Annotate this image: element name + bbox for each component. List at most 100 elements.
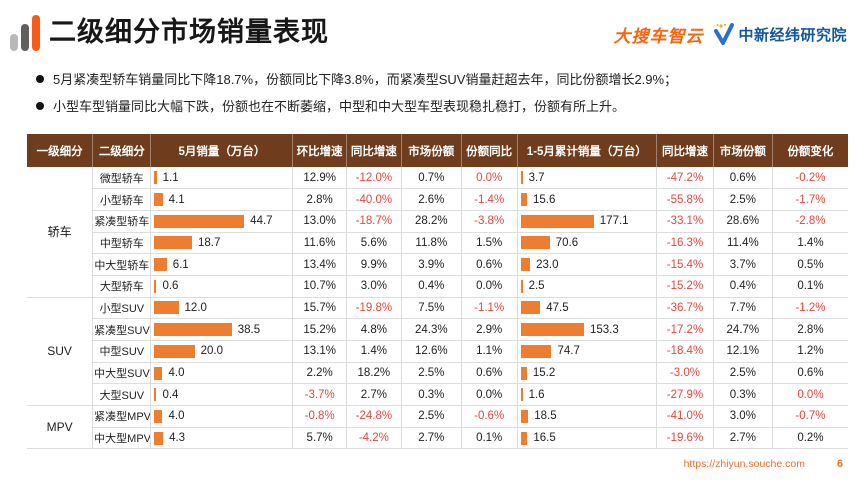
cumulative-sales-cell: 3.7 [517,167,658,190]
table-row: 中型轿车 18.7 11.6% 5.6% 11.8% 1.5% 70.6 -16.3% 11.4… [27,232,848,255]
market-share-cell: 0.3% [401,383,462,407]
bullet-dot-icon [36,75,44,83]
sales-bar-label: 153.3 [589,323,619,336]
sales-bar [154,388,157,402]
table-row: 轿车 微型轿车 1.1 12.9% -12.0% 0.7% 0.0% 3.7 -47.2% 0.6… [27,167,848,298]
share-yoy-cell: 0.6% [461,362,518,385]
mom-growth-cell: 2.2% [292,362,347,385]
share-yoy-cell: 1.1% [461,340,518,363]
share-change-cell: -2.8% [772,210,848,233]
table-row: 中大型MPV 4.3 5.7% -4.2% 2.7% 0.1% 16.5 -19.6% 2.7%… [27,427,848,450]
may-sales-cell: 4.0 [150,405,294,428]
group-cell: MPV [27,405,94,450]
sales-bar-label: 18.5 [534,410,557,423]
market-share-cell: 28.2% [401,210,462,233]
cumulative-share-cell: 3.7% [713,253,773,276]
yoy-growth-cell: 18.2% [346,362,402,385]
share-yoy-cell: -1.4% [461,188,518,211]
share-change-cell: 0.1% [772,275,848,298]
segment-table-wrap: 一级细分 二级细分 5月销量（万台） 环比增速 同比增速 市场份额 份额同比 1-5月累计销量… [27,134,848,450]
may-sales-cell: 0.6 [150,275,294,298]
mom-growth-cell: 13.1% [292,340,347,363]
mom-growth-cell: 12.9% [292,167,347,190]
may-sales-cell: 4.1 [150,188,294,211]
cumulative-yoy-cell: -18.4% [656,340,714,363]
table-row: 大型SUV 0.4 -3.7% 2.7% 0.3% 0.0% 1.6 -27.9% 0.3% 0.… [27,383,848,407]
market-share-cell: 24.3% [401,318,462,341]
sales-bar-label: 74.7 [557,345,580,358]
table-row: MPV 紧凑型MPV 4.0 -0.8% -24.8% 2.5% -0.6% 18.5 -41.… [27,405,848,450]
sales-bar-label: 38.5 [237,323,261,336]
souche-zhiyun-logo: 大搜车智云 [613,27,704,46]
bar-chart-icon-bar2 [21,24,29,51]
yoy-growth-cell: 5.6% [346,232,402,255]
cumulative-yoy-cell: -36.7% [656,297,714,320]
cumulative-sales-cell: 1.6 [517,383,658,407]
market-share-cell: 0.4% [401,275,462,298]
table-header-cell: 一级细分 [27,134,94,167]
sales-bar-label: 44.7 [250,215,273,228]
cumulative-sales-cell: 177.1 [517,210,658,233]
yoy-growth-cell: 9.9% [346,253,402,276]
sales-bar [154,258,167,272]
share-yoy-cell: 1.5% [461,232,518,255]
share-change-cell: -1.7% [772,188,848,211]
yoy-growth-cell: -24.8% [346,405,402,428]
cumulative-sales-cell: 47.5 [517,297,658,320]
cumulative-yoy-cell: -16.3% [656,232,714,255]
sales-bar-label: 1.1 [162,171,179,184]
share-yoy-cell: 0.0% [461,275,518,298]
yoy-growth-cell: -4.2% [346,427,402,450]
sales-bar [154,279,157,293]
sales-bar [520,214,594,228]
cumulative-share-cell: 28.6% [713,210,773,233]
cumulative-share-cell: 7.7% [713,297,773,320]
cumulative-sales-cell: 74.7 [517,340,658,363]
table-row: 紧凑型SUV 38.5 15.2% 4.8% 24.3% 2.9% 153.3 -17.2% 2… [27,318,848,341]
sales-bar-label: 177.1 [599,215,629,228]
sales-bar-label: 6.1 [172,258,189,271]
sales-bar-label: 0.4 [162,388,179,401]
market-share-cell: 0.7% [401,167,462,190]
may-sales-cell: 18.7 [150,232,294,255]
sales-bar-label: 15.2 [532,367,556,380]
cumulative-yoy-cell: -27.9% [656,383,714,407]
share-yoy-cell: 0.0% [461,167,518,190]
table-body: 轿车 微型轿车 1.1 12.9% -12.0% 0.7% 0.0% 3.7 -47.2% 0.6… [27,167,848,450]
sales-bar [154,193,163,207]
cumulative-share-cell: 0.4% [713,275,773,298]
sales-bar-label: 23.0 [536,258,559,271]
sales-bar [154,171,157,185]
bar-chart-icon-bar1 [10,34,18,51]
mom-growth-cell: -3.7% [292,383,347,407]
cumulative-share-cell: 2.5% [713,362,773,385]
table-row: 大型轿车 0.6 10.7% 3.0% 0.4% 0.0% 2.5 -15.2% 0.4% 0.1… [27,275,848,298]
sales-bar [520,344,552,358]
table-header-cell: 环比增速 [292,134,347,167]
sales-bar [154,301,179,315]
yoy-growth-cell: -18.7% [346,210,402,233]
sales-bar [154,214,245,228]
market-share-cell: 2.6% [401,188,462,211]
table-row: 中型SUV 20.0 13.1% 1.4% 12.6% 1.1% 74.7 -18.4% 12.… [27,340,848,363]
may-sales-cell: 4.3 [150,427,294,450]
may-sales-cell: 44.7 [150,210,294,233]
cumulative-sales-cell: 15.6 [517,188,658,211]
share-change-cell: -1.2% [772,297,848,320]
cumulative-yoy-cell: -15.4% [656,253,714,276]
yoy-growth-cell: -12.0% [346,167,402,190]
sales-bar [520,279,523,293]
segment-cell: 小型SUV [92,297,152,320]
sales-bar [520,431,528,445]
table-header-cell: 5月销量（万台） [150,134,294,167]
cumulative-share-cell: 0.3% [713,383,773,407]
sales-bar-label: 4.1 [168,193,185,206]
group-cell: 轿车 [27,167,94,298]
segment-cell: 大型SUV [92,383,152,407]
mom-growth-cell: -0.8% [292,405,347,428]
sales-bar-label: 70.6 [555,236,579,249]
jingwei-logo-text: 中新经纬研究院 [738,27,847,44]
bullet-item: 小型车型销量同比大幅下跌，份额也在不断萎缩，中型和中大型车型表现稳扎稳打，份额有… [36,98,836,115]
sales-bar-label: 4.0 [168,410,185,423]
